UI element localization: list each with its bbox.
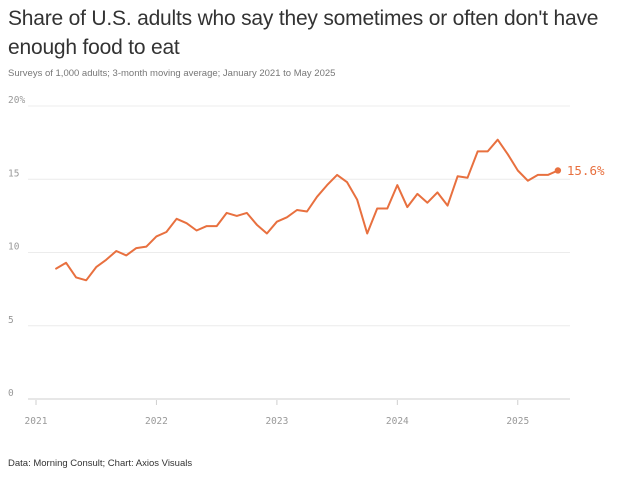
data-point[interactable] bbox=[421, 197, 433, 209]
series-line bbox=[55, 138, 559, 282]
data-point[interactable] bbox=[50, 263, 62, 275]
data-point[interactable] bbox=[381, 203, 393, 215]
series-layer: 15.6% bbox=[50, 134, 605, 286]
data-point[interactable] bbox=[391, 179, 403, 191]
chart-title: Share of U.S. adults who say they someti… bbox=[8, 7, 599, 59]
data-point[interactable] bbox=[502, 148, 514, 160]
y-tick-label: 5 bbox=[8, 315, 14, 326]
x-axis: 2021 2022 2023 2024 2025 bbox=[25, 400, 529, 427]
data-point[interactable] bbox=[80, 274, 92, 286]
data-point[interactable] bbox=[90, 261, 102, 273]
data-point[interactable] bbox=[411, 188, 423, 200]
data-point[interactable] bbox=[522, 175, 534, 187]
data-point[interactable] bbox=[462, 172, 474, 184]
data-point[interactable] bbox=[211, 220, 223, 232]
data-point[interactable] bbox=[361, 227, 373, 239]
data-point[interactable] bbox=[251, 219, 263, 231]
data-point[interactable] bbox=[160, 226, 172, 238]
data-point[interactable] bbox=[482, 145, 494, 157]
last-value-label: 15.6% bbox=[567, 163, 605, 178]
data-point[interactable] bbox=[261, 227, 273, 239]
data-point[interactable] bbox=[120, 249, 132, 261]
data-point[interactable] bbox=[221, 207, 233, 219]
data-point[interactable] bbox=[60, 257, 72, 269]
data-point[interactable] bbox=[442, 200, 454, 212]
x-tick-label: 2024 bbox=[386, 416, 409, 427]
data-point[interactable] bbox=[492, 134, 504, 146]
data-point[interactable] bbox=[181, 217, 193, 229]
data-point[interactable] bbox=[401, 201, 413, 213]
x-tick-label: 2021 bbox=[25, 416, 48, 427]
last-point-marker bbox=[554, 167, 562, 174]
y-tick-label: 20% bbox=[8, 95, 25, 106]
data-point[interactable] bbox=[241, 207, 253, 219]
y-tick-label: 0 bbox=[8, 388, 14, 399]
data-point[interactable] bbox=[341, 176, 353, 188]
y-tick-label: 10 bbox=[8, 242, 20, 253]
x-tick-label: 2025 bbox=[506, 416, 529, 427]
data-point[interactable] bbox=[311, 191, 323, 203]
data-point[interactable] bbox=[70, 271, 82, 283]
data-point[interactable] bbox=[351, 194, 363, 206]
y-tick-label: 15 bbox=[8, 168, 19, 179]
chart-subtitle: Surveys of 1,000 adults; 3-month moving … bbox=[8, 68, 336, 79]
x-tick-label: 2023 bbox=[265, 416, 288, 427]
data-point[interactable] bbox=[321, 179, 333, 191]
data-point[interactable] bbox=[130, 242, 142, 254]
data-point[interactable] bbox=[431, 186, 443, 198]
source-note: Data: Morning Consult; Chart: Axios Visu… bbox=[8, 458, 193, 469]
data-point[interactable] bbox=[140, 241, 152, 253]
data-point[interactable] bbox=[331, 169, 343, 181]
data-point[interactable] bbox=[281, 211, 293, 223]
y-axis: 0 5 10 15 20% bbox=[8, 95, 25, 399]
x-tick-label: 2022 bbox=[145, 416, 168, 427]
data-point[interactable] bbox=[100, 254, 112, 266]
data-point[interactable] bbox=[301, 205, 313, 217]
data-point[interactable] bbox=[512, 164, 524, 176]
